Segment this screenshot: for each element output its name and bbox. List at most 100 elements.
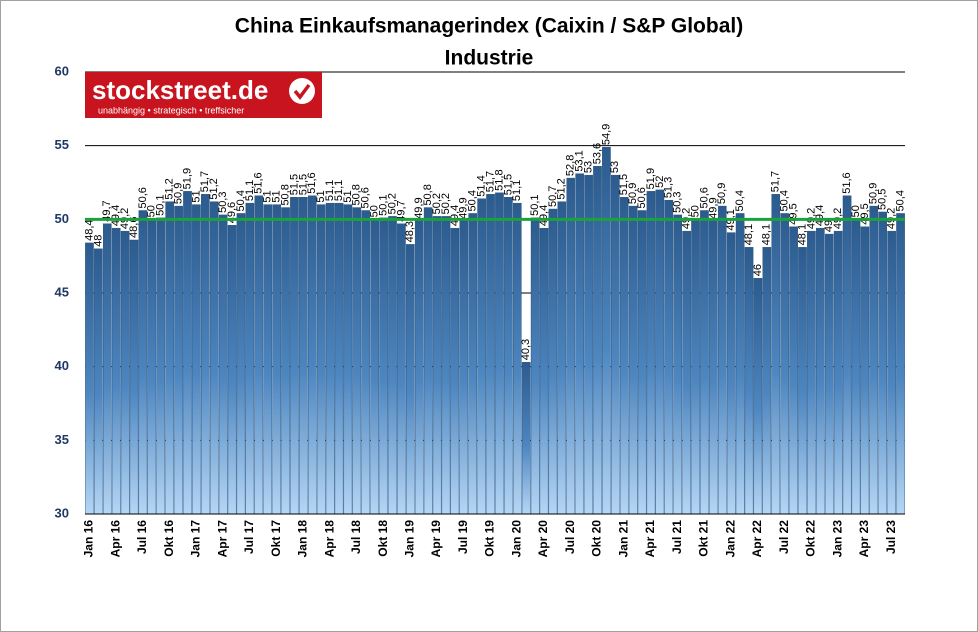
value-label: 51,8: [493, 169, 505, 190]
bar: [192, 204, 201, 515]
bar: [807, 230, 816, 515]
bar: [869, 205, 879, 515]
x-tick-label: Jul 21: [670, 520, 684, 554]
bar: [655, 189, 665, 515]
value-label: 51: [342, 190, 354, 202]
y-tick-label: 50: [55, 211, 69, 226]
bar: [682, 230, 691, 515]
bar: [174, 205, 183, 515]
bar: [824, 233, 834, 515]
bar: [744, 247, 754, 515]
bar: [352, 207, 362, 515]
value-label: 51,1: [324, 180, 336, 201]
bar: [290, 197, 299, 515]
x-tick-label: Jan 18: [296, 520, 310, 558]
value-label: 50,6: [137, 187, 149, 208]
bar: [129, 239, 139, 515]
value-label: 50,8: [351, 184, 363, 205]
bar: [263, 204, 273, 515]
value-label: 53,6: [591, 143, 603, 164]
x-tick-label: Apr 19: [429, 520, 443, 558]
value-label: 51,1: [333, 180, 345, 201]
value-label: 51: [190, 190, 202, 202]
bar: [584, 174, 593, 515]
value-label: 50,3: [672, 191, 684, 212]
value-label: 49: [823, 220, 835, 232]
bar: [566, 177, 576, 515]
bar: [94, 248, 103, 515]
value-label: 50: [689, 205, 701, 217]
bar: [147, 219, 157, 515]
x-tick-label: Jul 18: [349, 520, 363, 554]
value-label: 48,1: [796, 224, 808, 245]
value-label: 51,4: [476, 175, 488, 196]
bar: [450, 227, 460, 515]
value-label: 48: [92, 235, 104, 247]
x-tick-label: Okt 18: [376, 520, 390, 557]
logo-name: stockstreet.de: [92, 75, 268, 105]
bar: [227, 225, 237, 515]
x-tick-label: Apr 18: [322, 520, 336, 558]
bar: [379, 217, 388, 515]
bar: [370, 219, 379, 515]
bar: [691, 219, 700, 515]
bar: [254, 195, 264, 515]
value-label: 51,7: [484, 171, 496, 192]
bar: [432, 216, 442, 515]
x-tick-label: Okt 20: [590, 520, 604, 557]
value-label: 53: [609, 161, 621, 173]
bar: [816, 227, 825, 515]
bar: [673, 214, 683, 515]
bar: [201, 194, 210, 515]
value-label: 51,2: [164, 178, 176, 199]
value-label: 49,7: [101, 200, 113, 221]
bar: [619, 197, 629, 515]
bar: [735, 213, 745, 515]
value-label: 51,9: [181, 168, 193, 189]
y-tick-label: 30: [55, 505, 69, 520]
value-label: 51,6: [253, 172, 265, 193]
bar: [102, 223, 112, 515]
value-label: 51,1: [511, 180, 523, 201]
bar: [209, 201, 219, 515]
logo-icon: [289, 78, 315, 104]
x-tick-label: Apr 17: [215, 520, 229, 558]
bar: [575, 173, 584, 515]
value-label: 50,6: [360, 187, 372, 208]
bar: [236, 213, 246, 515]
value-label: 51,5: [297, 174, 309, 195]
value-label: 50,2: [440, 193, 452, 214]
bar: [423, 207, 433, 515]
bar: [771, 194, 781, 515]
bar: [459, 220, 469, 515]
x-tick-label: Jan 16: [82, 520, 96, 558]
value-label: 50,1: [529, 194, 541, 215]
value-label: 50,8: [422, 184, 434, 205]
bar: [664, 199, 674, 515]
bar: [860, 226, 870, 515]
y-tick-label: 45: [55, 284, 69, 299]
bar: [245, 202, 255, 515]
value-label: 48,1: [761, 224, 773, 245]
value-label: 51,6: [841, 172, 853, 193]
value-label: 51,9: [645, 168, 657, 189]
y-tick-label: 60: [55, 63, 69, 78]
value-label: 50: [850, 205, 862, 217]
value-label: 49,5: [787, 203, 799, 224]
logo-tagline: unabhängig • strategisch • treffsicher: [98, 105, 244, 115]
bar: [762, 247, 772, 515]
bar: [780, 213, 789, 515]
value-label: 50,4: [235, 190, 247, 211]
bar: [414, 220, 424, 515]
x-tick-label: Jan 17: [189, 520, 203, 558]
value-label: 49,9: [707, 197, 719, 218]
x-tick-label: Jan 21: [616, 520, 630, 558]
bar: [628, 205, 638, 515]
value-label: 48,4: [83, 219, 95, 240]
x-tick-label: Jul 16: [135, 520, 149, 554]
bar: [477, 198, 486, 515]
bar: [120, 230, 130, 515]
bar: [789, 226, 798, 515]
x-tick-label: Jul 20: [563, 520, 577, 554]
value-label: 52,8: [565, 155, 577, 176]
